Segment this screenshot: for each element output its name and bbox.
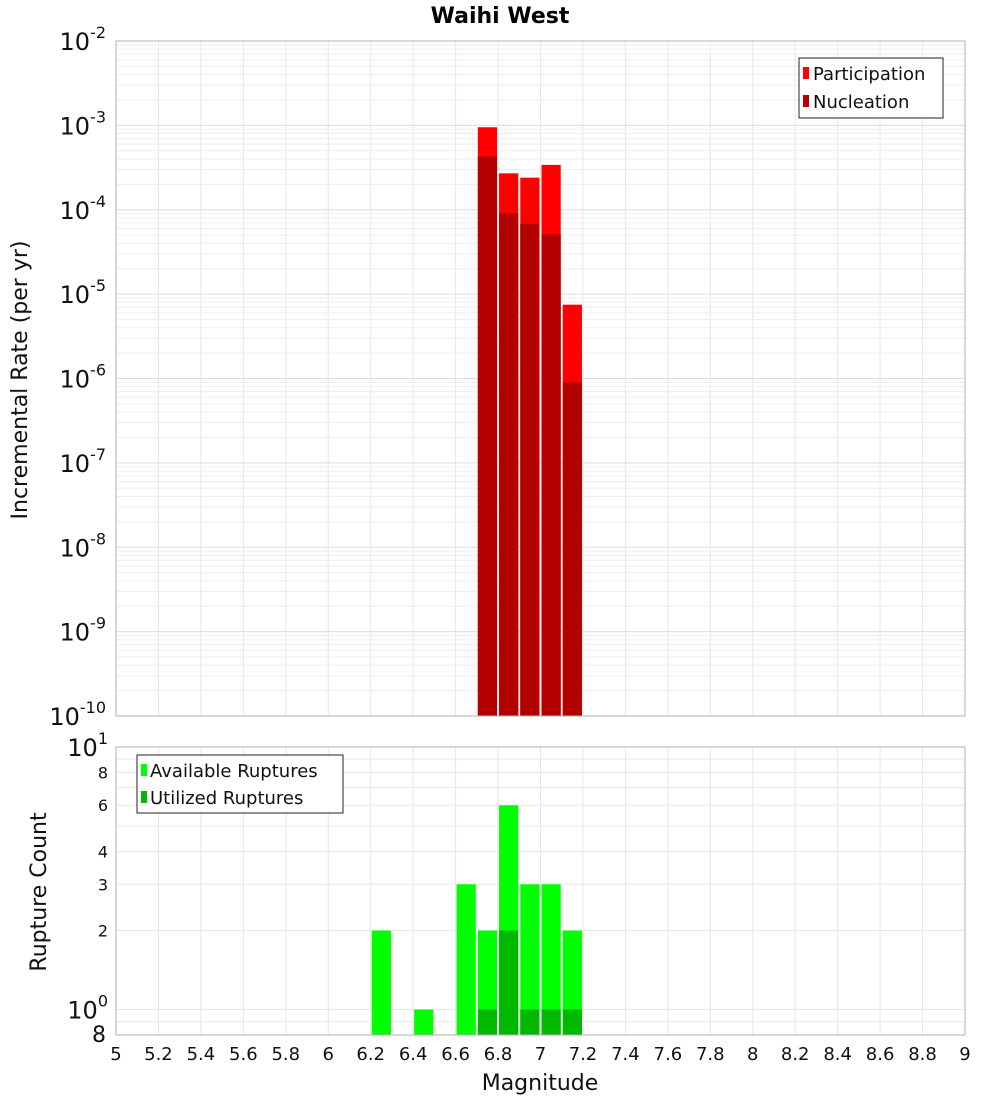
bottom-y-tick-label-major: 100 [67, 992, 108, 1025]
bottom-bar-utilized [562, 1009, 582, 1035]
x-tick-label: 5.8 [271, 1044, 300, 1065]
x-tick-label: 9 [959, 1044, 970, 1065]
x-tick-label: 5.4 [187, 1044, 216, 1065]
chart-title: Waihi West [431, 4, 570, 29]
bottom-bar-utilized [520, 1009, 540, 1035]
top-bar-nucleation [562, 382, 582, 716]
x-tick-label: 6.4 [399, 1044, 428, 1065]
legend-swatch-utilized [141, 791, 147, 803]
x-tick-label: 8.6 [866, 1044, 895, 1065]
bottom-bar-available [562, 930, 582, 1035]
bottom-bar-available [456, 884, 476, 1035]
top-y-ticks: 10-2 10-3 10-4 10-5 10-6 10-7 10-8 10-9 10-10 [49, 23, 106, 731]
bottom-bar-utilized [499, 930, 519, 1035]
x-tick-label: 5.2 [144, 1044, 173, 1065]
x-tick-label: 5 [110, 1044, 121, 1065]
bottom-y-tick-label-minor: 8 [92, 1023, 106, 1048]
top-y-axis-label: Incremental Rate (per yr) [8, 241, 33, 520]
top-y-tick-label: 10-7 [60, 445, 107, 478]
bottom-legend-box [136, 754, 344, 814]
top-y-tick-label: 10-9 [60, 614, 107, 647]
bottom-bars [371, 805, 582, 1035]
x-tick-label: 8 [747, 1044, 758, 1065]
top-y-tick-label: 10-5 [60, 276, 107, 309]
x-tick-label: 8.8 [908, 1044, 937, 1065]
legend-swatch-participation [803, 67, 809, 79]
bottom-y-tick-label-minor: 2 [98, 922, 108, 941]
top-bar-nucleation [499, 213, 519, 717]
bottom-bar-available [520, 884, 540, 1035]
x-tick-label: 7.2 [569, 1044, 598, 1065]
x-tick-label: 6 [323, 1044, 334, 1065]
top-bar-nucleation [541, 234, 561, 716]
top-legend-box [798, 57, 944, 119]
legend-swatch-available [141, 764, 147, 776]
top-grid [116, 41, 965, 717]
bottom-y-tick-label-minor: 8 [98, 763, 108, 782]
top-y-tick-label: 10-6 [60, 361, 107, 394]
top-plot: 10-2 10-3 10-4 10-5 10-6 10-7 10-8 10-9 10-10 In… [8, 23, 966, 731]
bottom-bar-available [541, 884, 561, 1035]
x-tick-label: 7 [535, 1044, 546, 1065]
x-tick-label: 6.2 [356, 1044, 385, 1065]
top-legend: Participation Nucleation [798, 57, 944, 119]
bottom-plot-frame [115, 746, 966, 1036]
bottom-bar-available [414, 1009, 434, 1035]
top-y-tick-label: 10-2 [60, 23, 107, 56]
x-tick-label: 7.6 [654, 1044, 683, 1065]
top-bars [477, 127, 582, 717]
bottom-y-axis-label: Rupture Count [27, 812, 52, 972]
top-plot-frame [115, 40, 966, 717]
legend-label-nucleation: Nucleation [813, 92, 909, 113]
x-tick-label: 7.4 [611, 1044, 640, 1065]
bottom-bar-utilized [477, 1009, 498, 1035]
x-tick-label: 6.8 [484, 1044, 513, 1065]
bottom-bar-available [371, 930, 391, 1035]
legend-label-available: Available Ruptures [150, 761, 318, 782]
top-bar-nucleation [520, 223, 540, 716]
legend-label-participation: Participation [813, 64, 925, 85]
top-bar-nucleation [477, 156, 498, 717]
x-axis-label: Magnitude [482, 1071, 599, 1096]
legend-label-utilized: Utilized Ruptures [150, 788, 303, 809]
bottom-y-tick-label-minor: 4 [98, 842, 108, 861]
x-tick-label: 8.4 [823, 1044, 852, 1065]
x-tick-label: 7.8 [696, 1044, 725, 1065]
x-tick-label: 8.2 [781, 1044, 810, 1065]
bottom-y-tick-label-minor: 6 [98, 796, 108, 815]
x-tick-label: 5.6 [229, 1044, 258, 1065]
x-tick-label: 6.6 [441, 1044, 470, 1065]
top-y-tick-label: 10-10 [49, 698, 106, 731]
bottom-bar-utilized [541, 1009, 561, 1035]
bottom-y-tick-label-minor: 3 [98, 875, 108, 894]
bottom-y-tick-label-major: 101 [67, 729, 108, 762]
bottom-legend: Available Ruptures Utilized Ruptures [136, 754, 344, 814]
bottom-bar-available [477, 930, 498, 1035]
top-y-tick-label: 10-8 [60, 529, 107, 562]
bottom-x-ticks: 5 5.2 5.4 5.6 5.8 6 6.2 6.4 6.6 6.8 7 7.2 7.4 7.6 7.8 8… [110, 1044, 970, 1065]
top-y-tick-label: 10-3 [60, 107, 107, 140]
top-y-tick-label: 10-4 [60, 192, 107, 225]
legend-swatch-nucleation [803, 95, 809, 107]
